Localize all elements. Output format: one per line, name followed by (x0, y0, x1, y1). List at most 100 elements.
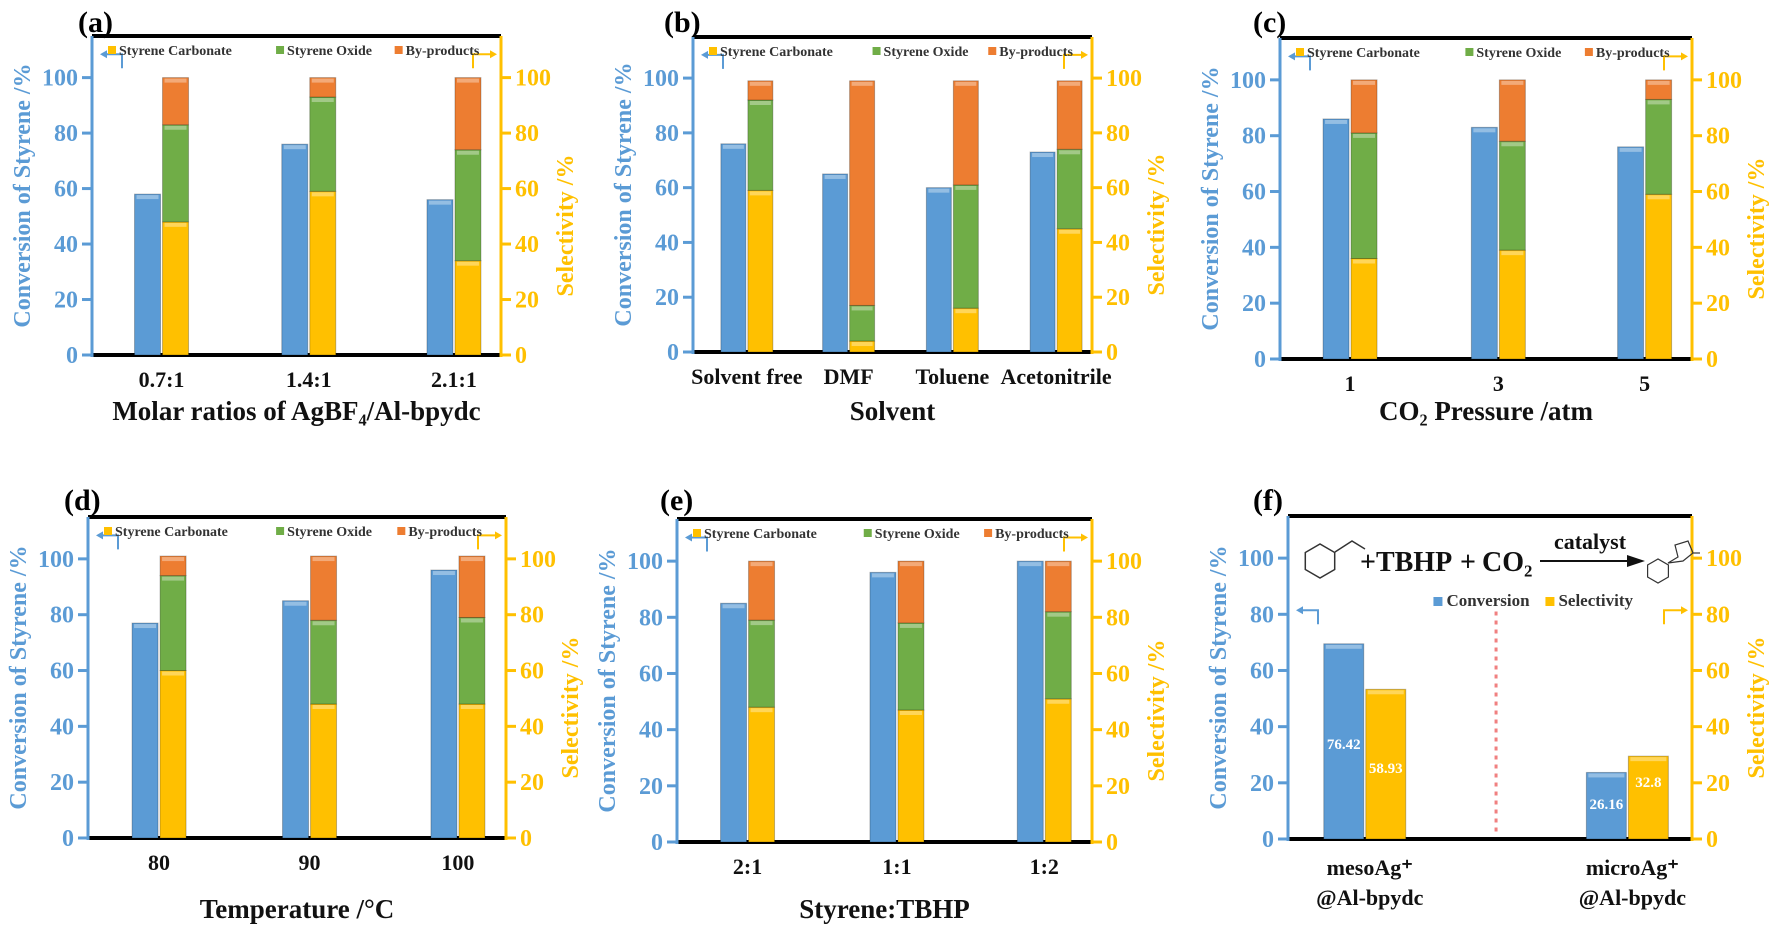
styrene-oxide-bar (1056, 148, 1083, 230)
conversion-bar (720, 602, 748, 843)
by-products-bar (1645, 79, 1673, 100)
by-products-bar (454, 77, 482, 151)
conversion-bar-highlight (283, 145, 306, 150)
left-axis-title: Conversion of Styrene /% (611, 62, 637, 326)
by-products-bar (1498, 79, 1526, 142)
left-tick-label: 40 (50, 714, 74, 740)
reaction-plus: + (1460, 547, 1476, 578)
left-tick-label: 0 (667, 340, 679, 366)
styrene-oxide-bar-highlight (1047, 612, 1070, 617)
conversion-bar (1323, 643, 1365, 840)
styrene-carbonate-bar-highlight (164, 222, 187, 227)
right-tick-label: 60 (520, 659, 544, 685)
x-tick-label: 0.7:1 (139, 367, 185, 392)
styrene-oxide-bar (952, 184, 979, 309)
x-tick-label: 5 (1639, 371, 1650, 396)
conversion-bar (134, 193, 162, 356)
legend-entry: Styrene Carbonate (1307, 46, 1420, 61)
legend-entry: Styrene Carbonate (115, 525, 228, 540)
legend-entry: By-products (995, 527, 1069, 542)
right-tick-label: 40 (1106, 230, 1130, 256)
styrene-oxide-bar-highlight (1647, 100, 1670, 105)
styrene-oxide-bar (310, 619, 338, 705)
conversion-bar-highlight (871, 573, 894, 578)
right-axis-arrow-icon (1063, 536, 1084, 552)
legend-swatch (1465, 48, 1474, 56)
product-ring-icon (1647, 558, 1669, 584)
by-products-bar-highlight (460, 557, 483, 562)
right-tick-label: 80 (1706, 602, 1730, 628)
right-tick-label: 20 (1706, 771, 1730, 797)
styrene-oxide-bar-highlight (1501, 142, 1524, 147)
styrene-carbonate-bar (1044, 698, 1072, 843)
styrene-oxide-bar-highlight (899, 623, 922, 628)
left-axis-arrow-icon (1290, 55, 1311, 71)
right-arrowhead-icon (1681, 52, 1688, 61)
right-tick-label: 60 (1706, 180, 1730, 206)
conversion-bar-highlight (928, 188, 950, 193)
right-axis-title: Selectivity /% (558, 637, 584, 779)
conversion-bar-highlight (824, 174, 846, 179)
reaction-arrowhead-icon (1627, 555, 1645, 567)
left-tick-label: 80 (1242, 124, 1266, 150)
x-axis-title: Solvent (850, 396, 936, 426)
styrene-oxide-bar-highlight (1059, 150, 1081, 155)
left-tick-label: 20 (1242, 291, 1266, 317)
styrene-carbonate-bar-highlight (460, 705, 483, 710)
styrene-carbonate-bar (1056, 228, 1083, 353)
right-tick-label: 100 (1106, 549, 1142, 575)
right-axis-title: Selectivity /% (1744, 158, 1770, 300)
legend-swatch (872, 47, 881, 55)
styrene-oxide-bar (458, 616, 486, 705)
left-tick-label: 40 (1250, 715, 1274, 741)
right-tick-label: 20 (1106, 774, 1130, 800)
conversion-bar (1585, 771, 1627, 840)
by-products-bar (1056, 80, 1083, 150)
conversion-bar-highlight (1325, 119, 1348, 124)
conversion-bar-highlight (136, 195, 159, 200)
conversion-bar (869, 571, 897, 843)
right-tick-label: 20 (515, 288, 539, 314)
styrene-carbonate-bar-highlight (750, 708, 773, 713)
legend-swatch (397, 527, 406, 535)
legend-swatch (863, 529, 872, 537)
right-arrowhead-icon (490, 50, 497, 59)
styrene-carbonate-bar (310, 703, 338, 839)
left-tick-label: 60 (50, 659, 74, 685)
left-arrowhead-icon (96, 531, 103, 540)
left-tick-label: 40 (639, 718, 663, 744)
styrene-carbonate-bar-highlight (899, 710, 922, 715)
right-tick-label: 60 (515, 177, 539, 203)
by-products-bar-highlight (162, 557, 185, 562)
reaction-arrow-label: catalyst (1554, 529, 1627, 554)
right-tick-label: 0 (1106, 340, 1118, 366)
styrene-carbonate-bar (458, 703, 486, 839)
left-tick-label: 80 (639, 605, 663, 631)
selectivity-bar-highlight (1367, 690, 1404, 695)
x-tick-label: 3 (1493, 371, 1504, 396)
left-tick-label: 20 (54, 288, 78, 314)
by-products-bar-highlight (1353, 80, 1376, 85)
right-tick-label: 100 (515, 66, 551, 92)
selectivity-bar-highlight (1630, 757, 1667, 762)
right-tick-label: 60 (1106, 176, 1130, 202)
x-tick-label: 1.4:1 (286, 367, 332, 392)
panel-label: (a) (78, 6, 113, 39)
by-products-bar (952, 80, 979, 186)
left-tick-label: 100 (1238, 546, 1274, 572)
styrene-oxide-bar-highlight (750, 621, 773, 626)
left-tick-label: 60 (54, 177, 78, 203)
conversion-bar (1617, 146, 1645, 360)
left-arrowhead-icon (1288, 52, 1295, 61)
left-axis-arrow-icon (98, 534, 119, 550)
styrene-carbonate-bar-highlight (311, 192, 334, 197)
right-tick-label: 20 (1106, 285, 1130, 311)
styrene-carbonate-bar (952, 307, 979, 353)
right-axis-title: Selectivity /% (553, 155, 579, 297)
x-tick-label: @Al-bpydc (1579, 885, 1686, 910)
styrene-oxide-bar-highlight (460, 618, 483, 623)
x-axis-title: CO₂ Pressure /atm (1379, 396, 1594, 426)
by-products-bar-highlight (1501, 80, 1524, 85)
